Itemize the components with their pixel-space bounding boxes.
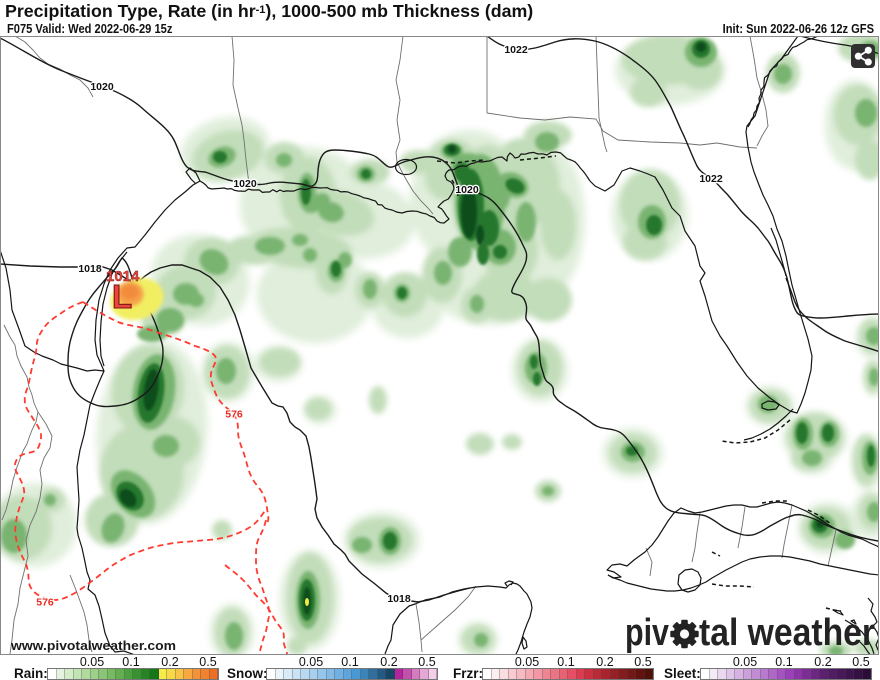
svg-text:576: 576 <box>36 597 54 609</box>
svg-text:L: L <box>112 278 132 315</box>
svg-text:1020: 1020 <box>90 81 114 93</box>
svg-text:1014: 1014 <box>106 268 140 285</box>
svg-text:1018: 1018 <box>78 263 102 275</box>
svg-text:576: 576 <box>225 409 243 421</box>
svg-text:1022: 1022 <box>699 173 723 185</box>
svg-text:piv: piv <box>625 612 669 654</box>
svg-text:tal weather: tal weather <box>699 612 875 654</box>
svg-text:1018: 1018 <box>387 593 411 605</box>
svg-text:1020: 1020 <box>455 184 479 196</box>
svg-text:1020: 1020 <box>233 178 257 190</box>
svg-text:1022: 1022 <box>504 44 528 56</box>
svg-text:www.pivotalweather.com: www.pivotalweather.com <box>10 638 176 653</box>
